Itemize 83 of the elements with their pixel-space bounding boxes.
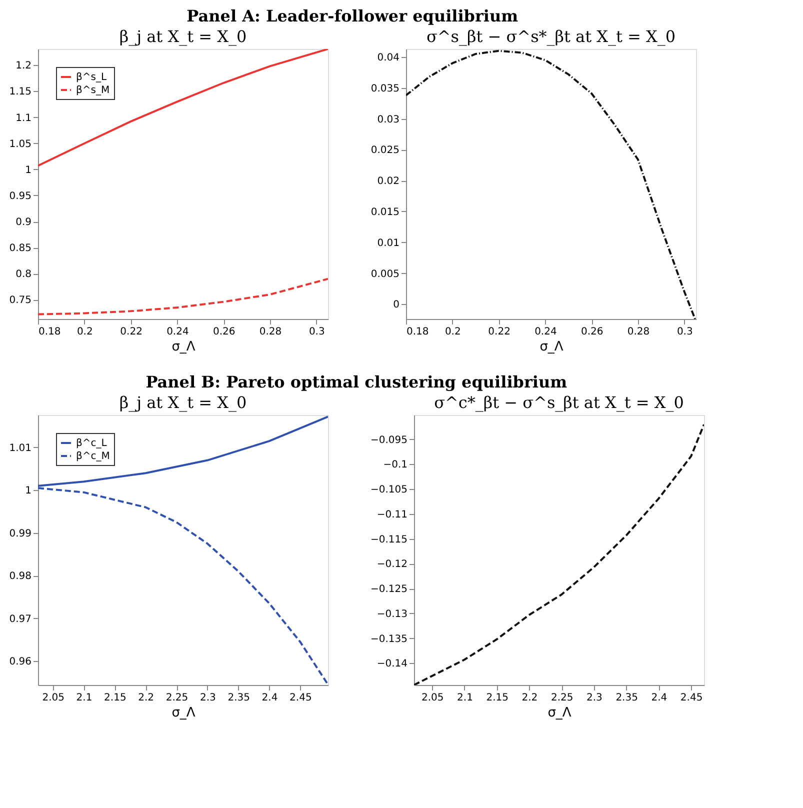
x-tick-label: 2.05 <box>421 692 444 704</box>
line-series <box>38 278 328 316</box>
x-tick-label: 2.15 <box>104 692 126 704</box>
y-tick-label: 1 <box>25 164 32 176</box>
x-tick-label: 0.18 <box>406 326 429 338</box>
y-tick-label: 1.05 <box>9 138 32 150</box>
y-tick-label: 0.01 <box>377 238 400 249</box>
chart-title: β_j at X_t = X_0 <box>119 393 247 412</box>
x-axis-title: σ_Λ <box>540 340 564 354</box>
chart-title: σ^c*_βt − σ^s_βt at X_t = X_0 <box>434 393 684 412</box>
y-tick-label: −0.125 <box>370 584 408 596</box>
x-tick-label: 0.22 <box>488 326 510 338</box>
x-axis-title: σ_Λ <box>172 706 196 720</box>
y-tick-label: 0.95 <box>9 190 32 202</box>
x-tick-label: 0.3 <box>676 326 693 338</box>
y-tick-label: 0.9 <box>16 217 32 228</box>
x-tick-label: 2.1 <box>457 692 473 704</box>
y-tick-label: 0.005 <box>370 268 400 280</box>
legend-label: β^c_M <box>76 451 110 462</box>
text: Panel A: Leader-follower equilibrium <box>186 6 518 26</box>
x-tick-label: 2.4 <box>262 692 278 704</box>
x-tick-label: 2.25 <box>550 692 574 704</box>
y-tick-label: 1.2 <box>16 60 32 72</box>
chart-title: β_j at X_t = X_0 <box>119 27 247 46</box>
y-tick-label: −0.11 <box>376 509 408 520</box>
y-tick-label: 1 <box>25 486 32 497</box>
x-tick-label: 0.2 <box>444 326 461 338</box>
x-tick-label: 0.24 <box>534 326 557 338</box>
y-tick-label: 0.99 <box>9 528 32 540</box>
x-tick-label: 2.35 <box>228 692 250 704</box>
y-tick-label: −0.1 <box>383 460 408 471</box>
x-tick-label: 0.3 <box>308 326 325 338</box>
x-tick-label: 0.22 <box>120 326 142 338</box>
line-series <box>38 49 328 167</box>
y-tick-label: 1.15 <box>9 86 32 98</box>
y-tick-label: 0.8 <box>16 269 32 280</box>
x-tick-label: 0.28 <box>627 326 650 338</box>
x-tick-label: 0.26 <box>212 326 236 338</box>
x-tick-label: 0.2 <box>76 326 93 338</box>
x-tick-label: 2.45 <box>680 692 703 704</box>
x-tick-label: 2.05 <box>42 692 64 704</box>
legend-label: β^c_L <box>76 438 108 449</box>
x-tick-label: 2.2 <box>138 692 154 704</box>
x-tick-label: 2.4 <box>651 692 668 704</box>
y-tick-label: 0.025 <box>370 145 400 156</box>
text: Panel B: Pareto optimal clustering equilibrium <box>146 372 568 392</box>
y-tick-label: −0.095 <box>370 434 408 446</box>
x-tick-label: 2.15 <box>486 692 508 704</box>
y-tick-label: 0.015 <box>370 206 400 218</box>
y-tick-label: −0.105 <box>370 484 408 496</box>
x-tick-label: 0.26 <box>580 326 604 338</box>
y-tick-label: 0.035 <box>370 83 400 94</box>
legend-label: β^s_M <box>76 85 110 96</box>
y-tick-label: −0.13 <box>376 608 408 620</box>
y-tick-label: 1.01 <box>9 442 32 454</box>
y-tick-label: −0.12 <box>376 559 408 570</box>
x-tick-label: 2.1 <box>76 692 92 704</box>
x-tick-label: 2.45 <box>290 692 312 704</box>
x-axis-title: σ_Λ <box>172 340 196 354</box>
x-tick-label: 2.25 <box>166 692 188 704</box>
y-tick-label: −0.135 <box>370 634 408 645</box>
y-tick-label: 1.1 <box>16 112 32 124</box>
x-tick-label: 0.18 <box>38 326 61 338</box>
x-axis-title: σ_Λ <box>548 706 572 720</box>
x-tick-label: 2.35 <box>616 692 638 704</box>
y-tick-label: 0.02 <box>377 176 400 188</box>
y-tick-label: 0.75 <box>9 295 32 306</box>
y-tick-label: 0.98 <box>9 571 32 582</box>
x-tick-label: 2.3 <box>586 692 602 704</box>
y-tick-label: −0.115 <box>370 534 408 546</box>
x-tick-label: 2.2 <box>522 692 538 704</box>
x-tick-label: 2.3 <box>200 692 216 704</box>
y-tick-label: 0.96 <box>9 656 32 668</box>
x-tick-label: 0.24 <box>166 326 189 338</box>
x-tick-label: 0.28 <box>259 326 282 338</box>
chart-title: σ^s_βt − σ^s*_βt at X_t = X_0 <box>426 27 676 46</box>
y-tick-label: 0.85 <box>9 243 32 254</box>
y-tick-label: 0 <box>393 300 400 311</box>
y-tick-label: 0.97 <box>9 614 32 625</box>
y-tick-label: −0.14 <box>376 658 408 670</box>
y-tick-label: 0.03 <box>377 114 400 126</box>
y-tick-label: 0.04 <box>377 52 400 64</box>
legend-label: β^s_L <box>76 72 107 83</box>
